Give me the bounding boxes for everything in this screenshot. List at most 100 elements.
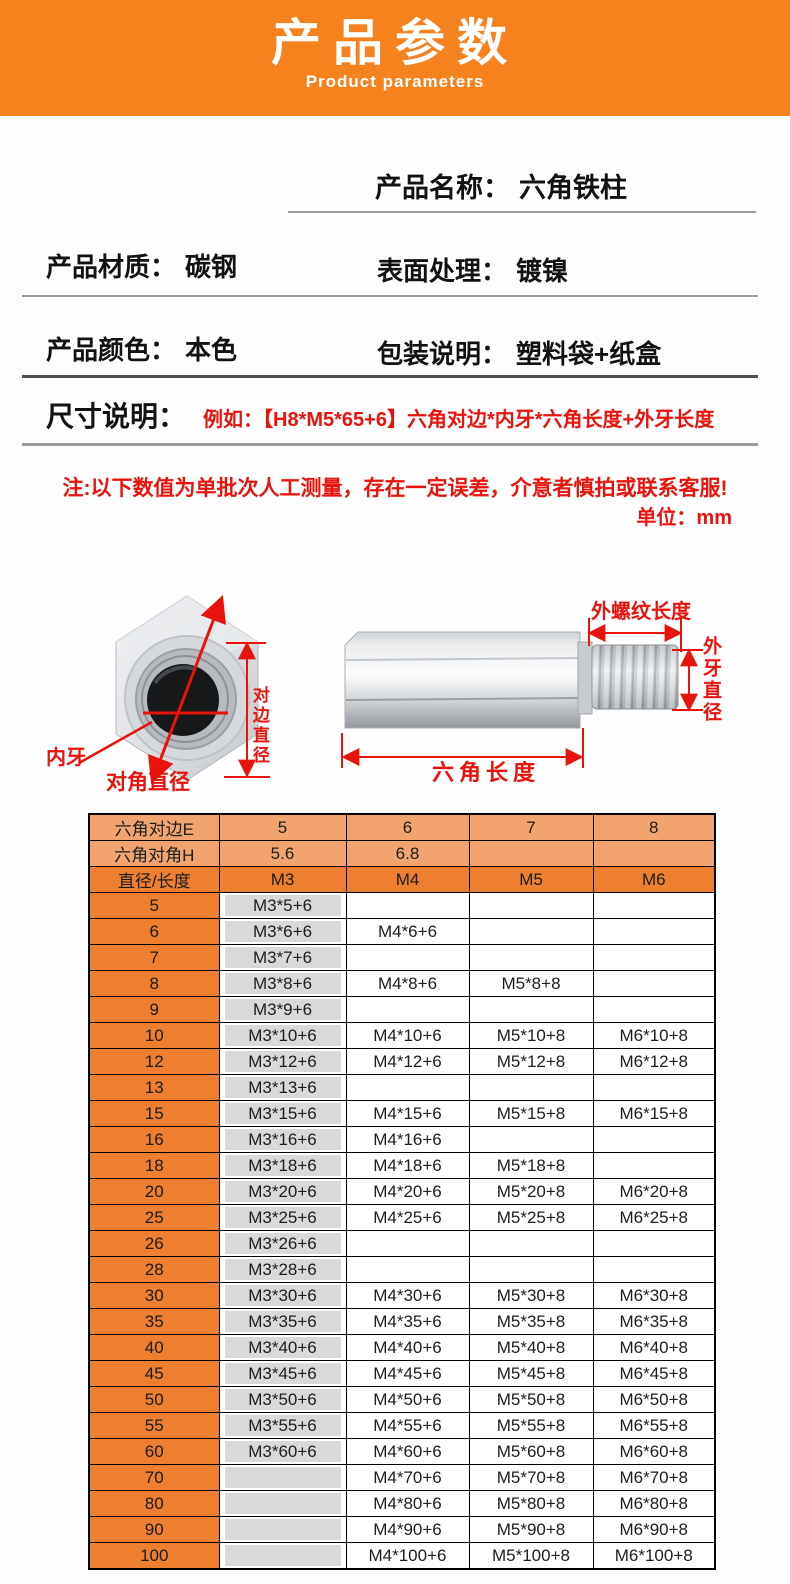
row-length-cell: 70 [88, 1464, 220, 1491]
inner-thread-pointer [78, 720, 153, 765]
spec-cell [592, 1074, 716, 1101]
table-row: 40 M3*40+6 M4*40+6 M5*40+8 M6*40+8 [88, 1334, 716, 1361]
side-view-photo [341, 618, 703, 768]
facet-line-bottom [345, 697, 581, 701]
spec-cell: M3*50+6 [218, 1386, 347, 1413]
row-length-cell: 90 [88, 1516, 220, 1543]
spec-cell: M4*40+6 [345, 1334, 470, 1361]
package-row: 包装说明： 塑料袋+纸盒 [377, 334, 661, 371]
table-row: 8 M3*8+6 M4*8+6 M5*8+8 [88, 970, 716, 997]
diagonal-diameter-label: 对角直径 [106, 771, 190, 794]
spec-cell: M5*80+8 [468, 1490, 594, 1517]
header-cell: 5.6 [218, 840, 347, 867]
spec-table: 六角对边E 5 6 7 8 六角对角H 5.6 6.8 直径/长度 M3 M4 … [88, 813, 716, 1570]
table-row: 80 M4*80+6 M5*80+8 M6*80+8 [88, 1490, 716, 1517]
spec-cell: M5*15+8 [468, 1100, 594, 1127]
spec-cell [468, 996, 594, 1023]
spec-cell: M3*7+6 [218, 944, 347, 971]
table-row: 55 M3*55+6 M4*55+6 M5*55+8 M6*55+8 [88, 1412, 716, 1439]
table-row: 35 M3*35+6 M4*35+6 M5*35+8 M6*35+8 [88, 1308, 716, 1335]
spec-cell [345, 1074, 470, 1101]
row-length-cell: 18 [88, 1152, 220, 1179]
header-cell: M3 [218, 866, 347, 893]
table-row: 45 M3*45+6 M4*45+6 M5*45+8 M6*45+8 [88, 1360, 716, 1387]
spec-cell: M6*55+8 [592, 1412, 716, 1439]
header-cell: 7 [468, 813, 594, 841]
product-name-value: 六角铁柱 [519, 173, 627, 203]
header-row-hex-corner: 六角对角H 5.6 6.8 [88, 840, 716, 867]
spec-cell: M6*80+8 [592, 1490, 716, 1517]
spec-cell: M3*9+6 [218, 996, 347, 1023]
spec-cell [468, 892, 594, 919]
spec-cell: M4*30+6 [345, 1282, 470, 1309]
spec-cell: M6*10+8 [592, 1022, 716, 1049]
stud-collar [577, 641, 593, 715]
spec-cell: M3*8+6 [218, 970, 347, 997]
row-length-cell: 20 [88, 1178, 220, 1205]
product-name-row: 产品名称： 六角铁柱 [375, 166, 627, 205]
spec-cell [468, 918, 594, 945]
spec-cell [468, 1230, 594, 1257]
header-cell: 6 [345, 813, 470, 841]
spec-cell [592, 918, 716, 945]
spec-cell: M3*16+6 [218, 1126, 347, 1153]
spec-cell: M5*8+8 [468, 970, 594, 997]
spec-cell: M3*12+6 [218, 1048, 347, 1075]
spec-cell: M5*45+8 [468, 1360, 594, 1387]
table-row: 50 M3*50+6 M4*50+6 M5*50+8 M6*50+8 [88, 1386, 716, 1413]
row-length-cell: 15 [88, 1100, 220, 1127]
spec-cell: M3*40+6 [218, 1334, 347, 1361]
header-cell: 六角对边E [88, 813, 220, 841]
table-row: 10 M3*10+6 M4*10+6 M5*10+8 M6*10+8 [88, 1022, 716, 1049]
spec-cell: M4*90+6 [345, 1516, 470, 1543]
unit-note: 单位：mm [636, 507, 732, 529]
header-cell: 5 [218, 813, 347, 841]
spec-cell [592, 1126, 716, 1153]
spec-cell: M4*45+6 [345, 1360, 470, 1387]
spec-cell [345, 892, 470, 919]
spec-cell: M6*12+8 [592, 1048, 716, 1075]
spec-cell [592, 970, 716, 997]
divider-under-name [288, 211, 756, 213]
spec-cell: M6*50+8 [592, 1386, 716, 1413]
table-row: 18 M3*18+6 M4*18+6 M5*18+8 [88, 1152, 716, 1179]
spec-cell: M4*55+6 [345, 1412, 470, 1439]
row-length-cell: 8 [88, 970, 220, 997]
row-length-cell: 25 [88, 1204, 220, 1231]
spec-cell: M5*18+8 [468, 1152, 594, 1179]
spec-cell: M5*100+8 [468, 1542, 594, 1570]
spec-cell: M6*90+8 [592, 1516, 716, 1543]
divider-under-color [22, 375, 758, 378]
header-cell [468, 840, 594, 867]
hex-rod-body [344, 631, 581, 729]
surface-label: 表面处理： [377, 256, 508, 286]
spec-cell: M6*70+8 [592, 1464, 716, 1491]
spec-cell [468, 1256, 594, 1283]
row-length-cell: 10 [88, 1022, 220, 1049]
table-row: 20 M3*20+6 M4*20+6 M5*20+8 M6*20+8 [88, 1178, 716, 1205]
spec-cell: M6*30+8 [592, 1282, 716, 1309]
table-row: 13 M3*13+6 [88, 1074, 716, 1101]
package-value: 塑料袋+纸盒 [516, 339, 662, 369]
hex-length-label: 六角长度 [432, 760, 541, 785]
spec-cell: M4*16+6 [345, 1126, 470, 1153]
header-cell: 直径/长度 [88, 866, 220, 893]
spec-cell: M3*28+6 [218, 1256, 347, 1283]
divider-under-size [22, 443, 758, 446]
table-row: 7 M3*7+6 [88, 944, 716, 971]
row-length-cell: 7 [88, 944, 220, 971]
color-row: 产品颜色： 本色 [46, 330, 237, 367]
spec-cell [218, 1516, 347, 1543]
row-length-cell: 55 [88, 1412, 220, 1439]
row-length-cell: 50 [88, 1386, 220, 1413]
front-view-photo [78, 594, 270, 785]
table-row: 6 M3*6+6 M4*6+6 [88, 918, 716, 945]
table-row: 5 M3*5+6 [88, 892, 716, 919]
spec-cell: M4*100+6 [345, 1542, 470, 1570]
header-cell: M4 [345, 866, 470, 893]
row-length-cell: 35 [88, 1308, 220, 1335]
spec-cell [592, 944, 716, 971]
diagonal-diameter-line [148, 594, 226, 785]
stud-shading [592, 645, 678, 709]
